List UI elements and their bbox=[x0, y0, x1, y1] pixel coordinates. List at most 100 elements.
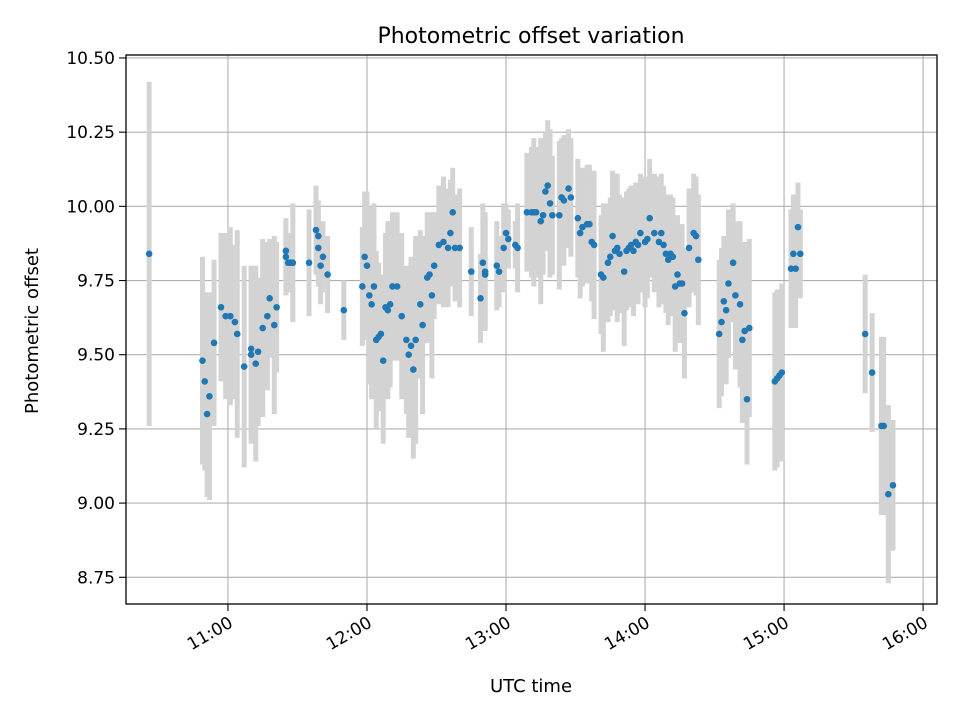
data-point bbox=[500, 244, 507, 252]
data-point bbox=[565, 185, 572, 192]
data-point bbox=[312, 226, 320, 234]
data-point bbox=[576, 229, 584, 237]
y-tick-label: 10.00 bbox=[66, 197, 115, 217]
data-point bbox=[600, 274, 607, 281]
data-point bbox=[384, 306, 392, 314]
data-point bbox=[567, 194, 575, 201]
data-point bbox=[201, 378, 209, 385]
data-point bbox=[377, 330, 385, 338]
data-point bbox=[493, 262, 501, 269]
data-point bbox=[495, 268, 503, 275]
data-point bbox=[419, 321, 426, 329]
x-tick-label: 15:00 bbox=[740, 613, 792, 655]
data-point bbox=[440, 238, 447, 246]
data-point bbox=[366, 292, 373, 299]
data-point bbox=[586, 220, 593, 228]
data-point bbox=[231, 318, 239, 326]
data-point bbox=[889, 481, 897, 489]
data-point bbox=[549, 211, 556, 219]
data-point bbox=[270, 321, 278, 329]
data-point bbox=[361, 253, 368, 261]
data-point bbox=[449, 208, 457, 216]
y-tick-label: 9.00 bbox=[77, 494, 115, 514]
data-point bbox=[319, 253, 327, 261]
data-point bbox=[556, 211, 563, 219]
data-point bbox=[613, 244, 621, 252]
data-point bbox=[273, 303, 280, 311]
data-point bbox=[386, 300, 394, 308]
data-point bbox=[222, 312, 229, 320]
data-point bbox=[403, 336, 410, 344]
data-point bbox=[266, 295, 273, 302]
y-tick-label: 8.75 bbox=[77, 568, 115, 588]
data-point bbox=[590, 241, 598, 249]
data-point bbox=[317, 262, 324, 269]
data-point bbox=[885, 490, 892, 498]
data-point bbox=[514, 244, 521, 252]
data-point bbox=[398, 312, 406, 320]
data-point bbox=[428, 292, 436, 299]
data-point bbox=[678, 280, 686, 287]
data-point bbox=[315, 244, 322, 252]
data-point bbox=[217, 303, 225, 311]
data-point bbox=[226, 312, 234, 320]
data-point bbox=[426, 271, 433, 278]
y-axis-ticks: 8.75 9.00 9.25 9.50 9.75 10.00 10.25 10.50 bbox=[66, 49, 126, 588]
data-point bbox=[210, 339, 218, 347]
y-axis-label: Photometric offset bbox=[22, 248, 43, 414]
data-point bbox=[315, 232, 322, 240]
data-point bbox=[359, 283, 366, 290]
x-axis-ticks: 11:00 12:00 13:00 14:00 15:00 16:00 bbox=[184, 604, 932, 655]
y-tick-label: 9.50 bbox=[77, 346, 115, 366]
data-point bbox=[389, 283, 396, 290]
data-point bbox=[416, 300, 424, 308]
x-tick-label: 12:00 bbox=[323, 613, 375, 655]
data-point bbox=[681, 309, 688, 317]
data-point bbox=[282, 253, 290, 261]
error-bars bbox=[146, 81, 896, 584]
data-point bbox=[252, 360, 260, 367]
data-point bbox=[868, 369, 876, 376]
data-point bbox=[634, 241, 642, 249]
data-point bbox=[305, 259, 313, 267]
data-point bbox=[674, 271, 681, 278]
data-point bbox=[289, 259, 297, 267]
data-point bbox=[467, 268, 475, 275]
data-point bbox=[692, 232, 700, 240]
x-tick-label: 13:00 bbox=[462, 613, 514, 655]
data-point bbox=[523, 208, 531, 216]
data-point bbox=[604, 259, 612, 267]
data-point bbox=[505, 235, 512, 243]
data-point bbox=[456, 244, 463, 252]
data-point bbox=[368, 300, 375, 308]
x-tick-label: 11:00 bbox=[184, 613, 236, 655]
data-point bbox=[646, 214, 653, 222]
data-point bbox=[695, 256, 702, 264]
data-point bbox=[379, 357, 387, 364]
data-point bbox=[324, 271, 331, 278]
data-point bbox=[481, 268, 489, 275]
data-point bbox=[644, 235, 651, 243]
data-point bbox=[792, 265, 799, 272]
data-point bbox=[430, 262, 438, 269]
data-point bbox=[794, 223, 802, 231]
data-point bbox=[796, 250, 804, 258]
y-tick-label: 9.25 bbox=[77, 420, 115, 440]
data-point bbox=[574, 214, 582, 222]
data-point bbox=[477, 295, 484, 302]
data-point bbox=[609, 232, 616, 240]
data-point bbox=[264, 312, 271, 320]
data-point bbox=[616, 250, 623, 258]
data-point bbox=[502, 229, 510, 237]
data-point bbox=[145, 250, 153, 258]
data-point bbox=[880, 422, 888, 430]
data-point bbox=[370, 283, 378, 290]
data-point bbox=[722, 306, 730, 314]
data-points bbox=[145, 182, 897, 498]
data-point bbox=[861, 330, 869, 338]
data-point bbox=[732, 292, 739, 299]
data-point bbox=[729, 259, 737, 267]
chart-title: Photometric offset variation bbox=[377, 24, 684, 49]
data-point bbox=[199, 357, 206, 364]
